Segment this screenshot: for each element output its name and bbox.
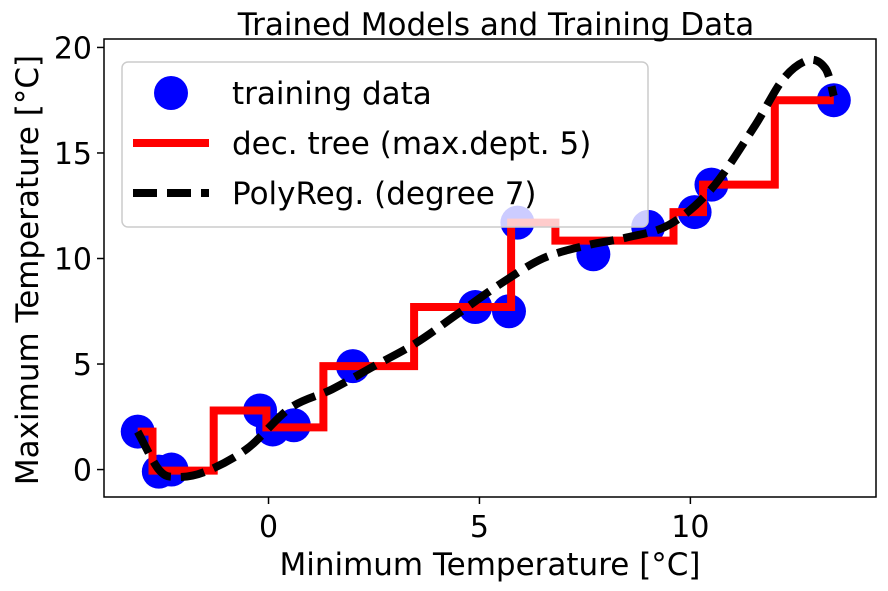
y-tick-label: 20 <box>54 31 92 66</box>
y-tick-label: 5 <box>73 348 92 383</box>
x-axis-title: Minimum Temperature [°C] <box>279 547 700 583</box>
x-axis: 0 5 10 <box>259 497 709 545</box>
plot-area <box>103 38 877 498</box>
training-data-point <box>491 294 526 329</box>
legend-label-polyreg: PolyReg. (degree 7) <box>232 176 537 212</box>
x-tick-label: 0 <box>259 510 278 545</box>
y-tick-label: 10 <box>54 243 92 278</box>
chart-title: Trained Models and Training Data <box>237 7 754 43</box>
plot-frame <box>103 38 877 498</box>
legend: training data dec. tree (max.dept. 5) Po… <box>121 61 649 228</box>
legend-frame <box>121 61 649 228</box>
training-data-point <box>816 83 851 118</box>
y-axis-title: Maximum Temperature [°C] <box>10 55 46 485</box>
x-tick-label: 10 <box>671 510 709 545</box>
y-axis: 0 5 10 15 20 <box>54 31 104 489</box>
polyreg-line <box>134 55 838 481</box>
legend-label-training-data: training data <box>232 76 432 112</box>
y-tick-label: 0 <box>73 454 92 489</box>
legend-label-dec-tree: dec. tree (max.dept. 5) <box>232 126 591 162</box>
legend-marker-training-data <box>154 76 188 110</box>
y-tick-label: 15 <box>54 137 92 172</box>
x-tick-label: 5 <box>470 510 489 545</box>
